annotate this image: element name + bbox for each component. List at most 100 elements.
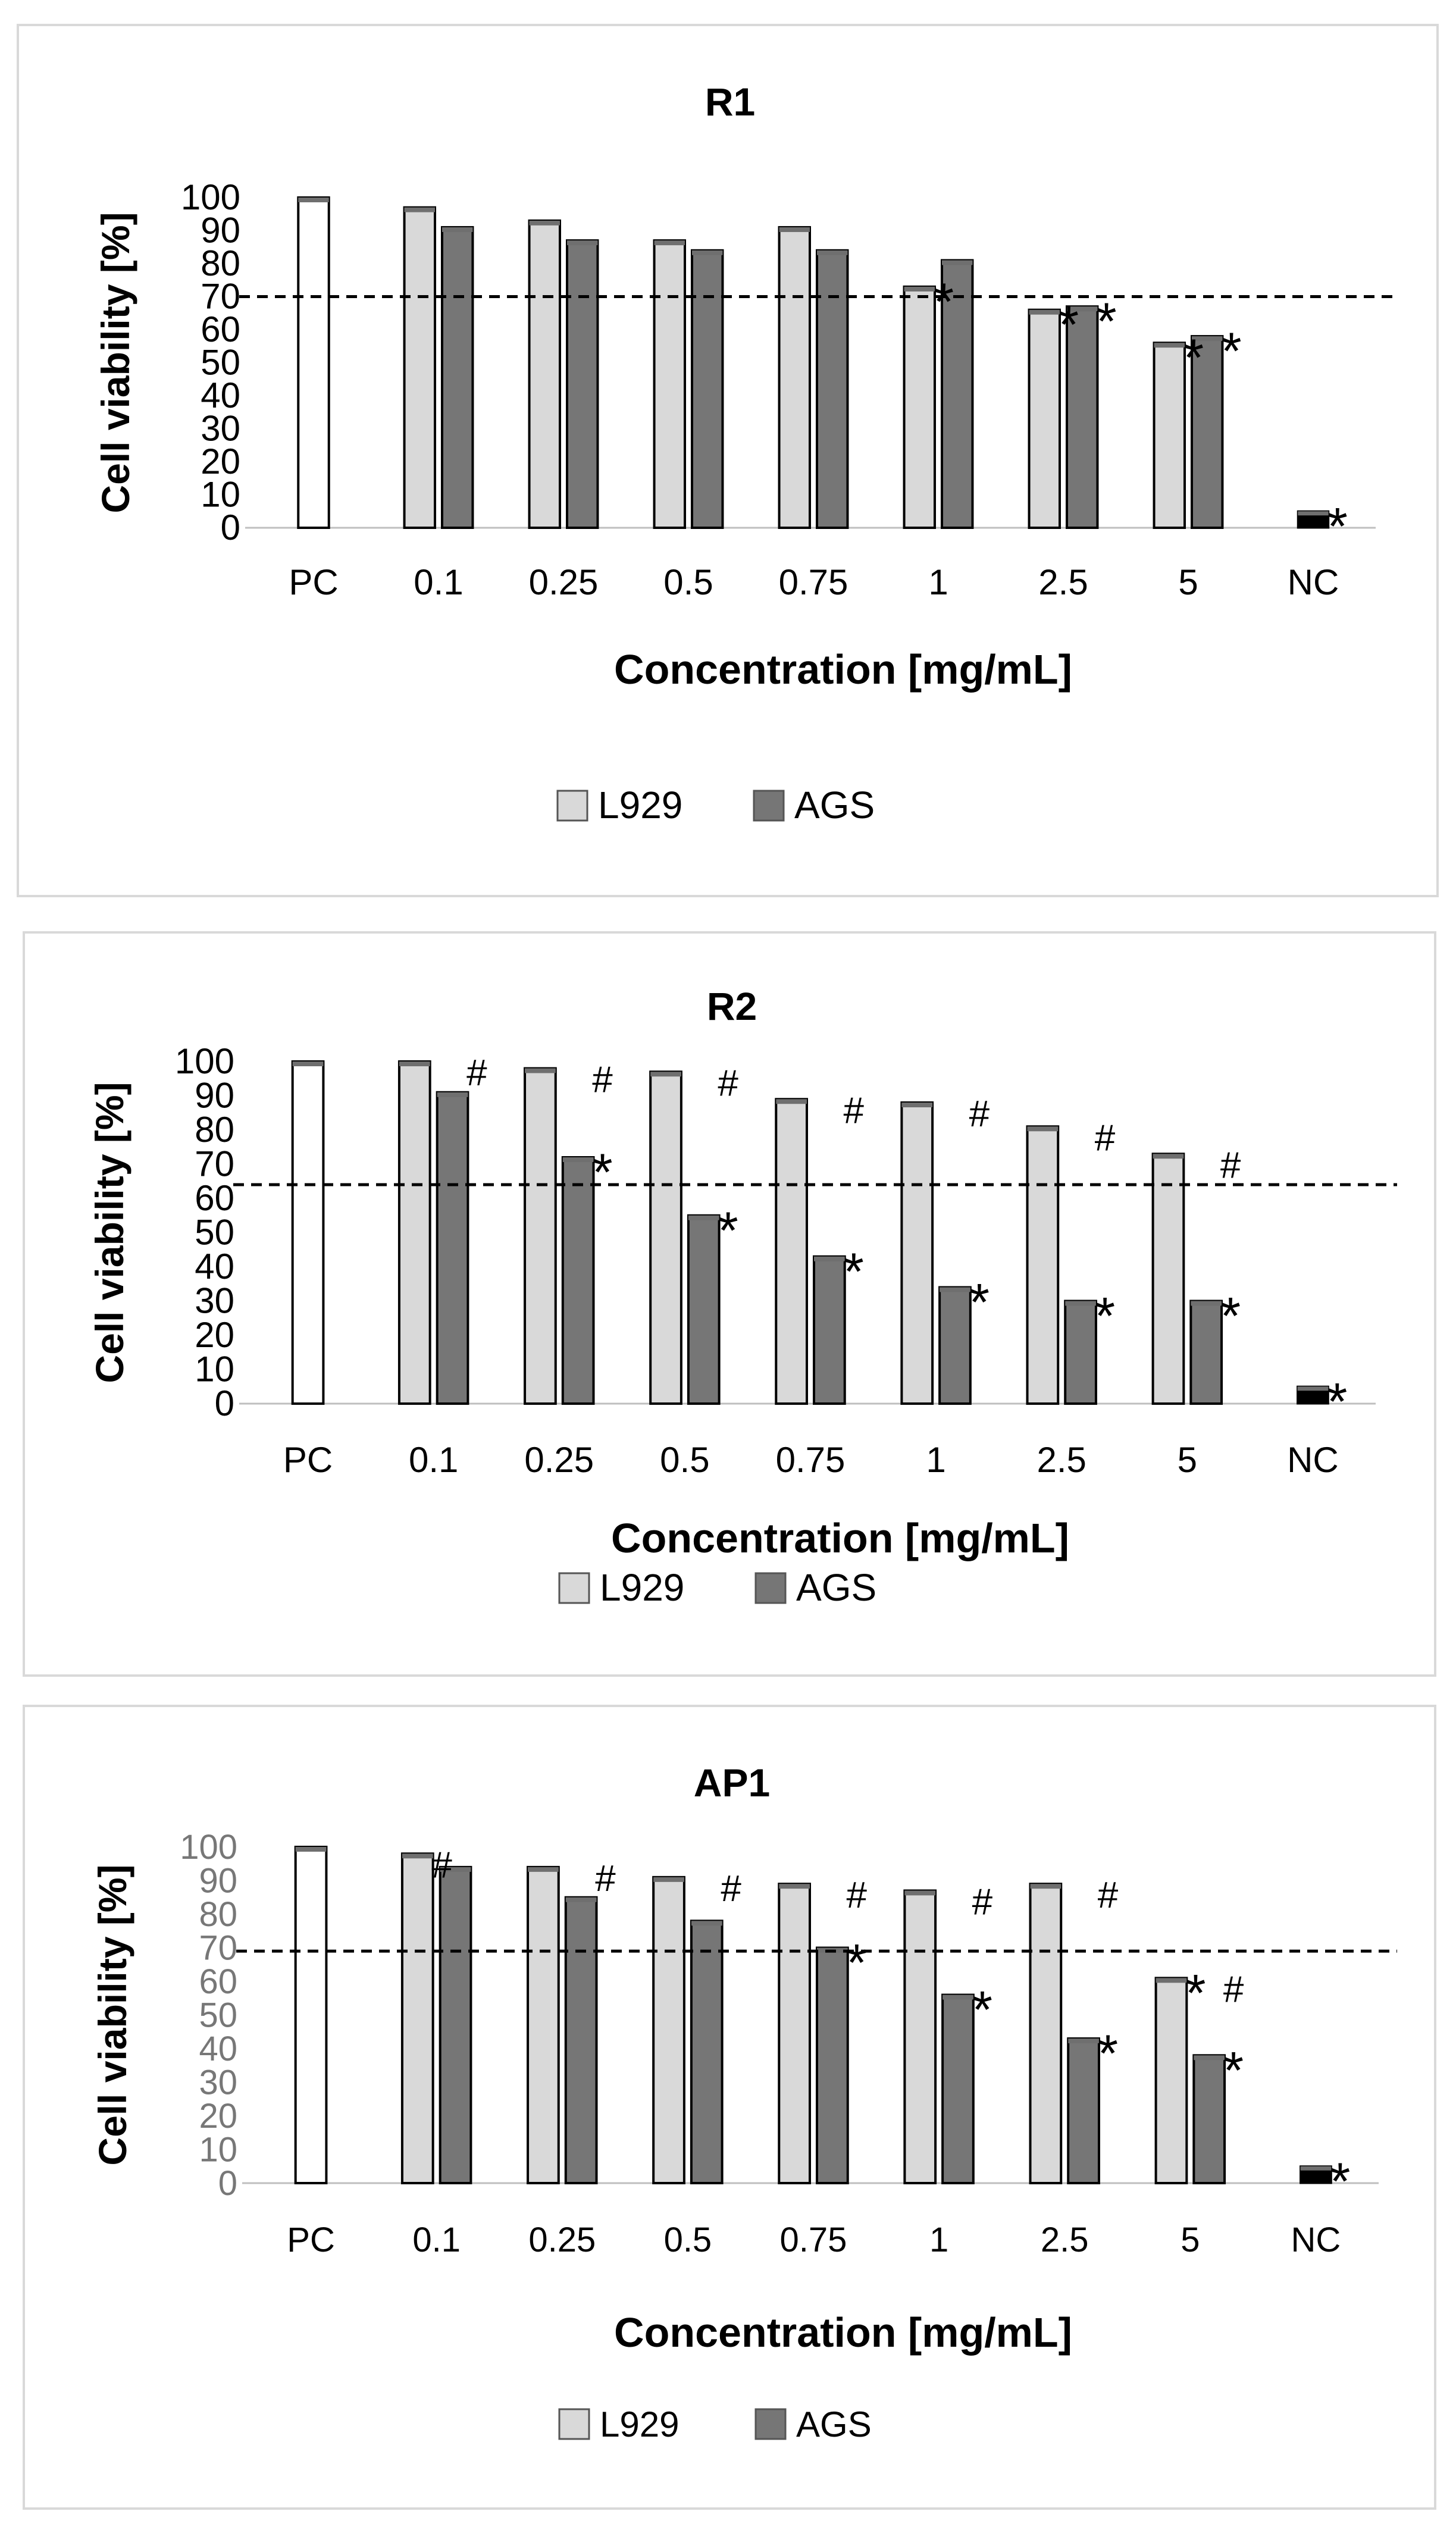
x-tick-label: NC <box>1287 1440 1339 1480</box>
bar-l929 <box>903 1889 937 2184</box>
x-tick-label: 0.25 <box>528 2221 596 2259</box>
bar-pc <box>291 1060 325 1405</box>
significance-hash: # <box>466 1053 487 1094</box>
legend-label-ags: AGS <box>796 2404 872 2444</box>
significance-hash: # <box>1220 1145 1241 1186</box>
x-tick-label: 0.25 <box>529 562 599 602</box>
x-tick-label: 0.5 <box>664 2221 712 2259</box>
bar-pc-cap <box>292 1062 324 1066</box>
bar-ags <box>566 239 599 529</box>
y-tick-label: 90 <box>201 211 240 251</box>
y-tick-label: 50 <box>195 1213 234 1253</box>
bar-ags <box>938 1286 972 1405</box>
bar-ags-cap <box>817 250 848 255</box>
x-tick-label: 2.5 <box>1037 1440 1086 1480</box>
bar-l929-cap <box>904 286 935 292</box>
x-tick-label: NC <box>1291 2221 1341 2259</box>
bar-nc-cap <box>1297 1386 1329 1391</box>
y-tick-label: 80 <box>201 243 240 283</box>
chart-panel-r1: R1 Cell viability [%] 0 10 20 30 40 50 60 70 80 90 1… <box>17 24 1439 897</box>
bar-ags-cap <box>565 1897 597 1902</box>
significance-hash: # <box>1095 1117 1116 1158</box>
x-tick-label: 0.1 <box>409 1440 458 1480</box>
bar-ags <box>1064 1300 1097 1405</box>
significance-star: * <box>1095 1286 1115 1345</box>
y-tick-label: 40 <box>201 375 240 415</box>
y-axis-title: Cell viability [%] <box>87 1082 131 1383</box>
x-axis-title: Concentration [mg/mL] <box>611 1515 1069 1561</box>
bar-ags-cap <box>688 1215 719 1220</box>
bar-ags-cap <box>1192 336 1223 342</box>
chart-title: AP1 <box>694 1761 770 1805</box>
legend-swatch-l929 <box>558 1572 590 1604</box>
significance-star: * <box>592 1142 612 1201</box>
bar-ags <box>941 1993 975 2184</box>
y-tick-label: 0 <box>221 508 240 547</box>
bar-l929-cap <box>650 1072 681 1077</box>
x-tick-label: 0.1 <box>414 562 463 602</box>
bar-l929 <box>778 226 812 529</box>
significance-star: * <box>972 1980 992 2039</box>
y-tick-label: 80 <box>195 1110 234 1150</box>
x-axis-title: Concentration [mg/mL] <box>614 646 1072 693</box>
x-tick-label: NC <box>1288 562 1339 602</box>
bar-ags-cap <box>940 1287 970 1292</box>
significance-hash: # <box>969 1094 990 1135</box>
bar-l929 <box>528 219 561 530</box>
legend-swatch-l929 <box>556 790 588 822</box>
significance-hash: # <box>721 1868 741 1909</box>
bar-l929 <box>775 1098 809 1405</box>
chart-title: R2 <box>707 984 757 1028</box>
y-tick-label: 40 <box>195 1247 234 1286</box>
x-tick-label: 1 <box>926 1440 945 1480</box>
bar-ags-cap <box>1194 2055 1225 2061</box>
significance-star: * <box>1183 328 1204 387</box>
bar-l929 <box>527 1865 560 2184</box>
chart-panel-ap1: AP1 Cell viability [%] 0 10 20 30 40 50 60 70 80 90… <box>23 1705 1436 2510</box>
bar-l929 <box>1153 342 1186 529</box>
bar-l929-cap <box>404 207 435 212</box>
bar-l929-cap <box>779 1884 810 1889</box>
bar-ags-cap <box>692 250 723 255</box>
significance-star: * <box>1327 496 1348 555</box>
significance-star: * <box>1059 295 1079 354</box>
bar-ags <box>564 1896 598 2184</box>
bar-l929 <box>653 239 687 529</box>
bar-l929 <box>400 1852 434 2185</box>
y-tick-label: 10 <box>195 1349 234 1389</box>
y-tick-label: 0 <box>218 2164 237 2203</box>
x-tick-label: 0.75 <box>780 2221 847 2259</box>
x-tick-label: 0.75 <box>776 1440 846 1480</box>
bar-l929 <box>649 1070 682 1405</box>
chart-svg-ap1: AP1 Cell viability [%] 0102030405060708090… <box>90 1761 1397 2444</box>
bar-l929 <box>397 1060 431 1405</box>
legend-label-l929: L929 <box>600 1566 684 1609</box>
y-tick-label: 60 <box>201 309 240 349</box>
significance-star: * <box>1223 2040 1244 2099</box>
bar-ags-cap <box>943 1994 973 2000</box>
significance-star: * <box>969 1273 990 1332</box>
bar-nc-cap <box>1300 2166 1332 2171</box>
bar-l929 <box>903 285 937 529</box>
legend-swatch-ags <box>754 2408 787 2440</box>
bar-ags-cap <box>942 260 973 265</box>
y-tick-label: 30 <box>199 2064 237 2102</box>
significance-hash: # <box>718 1063 738 1104</box>
bar-pc-cap <box>298 198 329 202</box>
significance-star: * <box>847 1933 867 1992</box>
bar-l929-cap <box>1027 1126 1059 1132</box>
y-tick-label: 40 <box>199 2030 237 2068</box>
significance-hash: # <box>846 1875 867 1916</box>
x-tick-label: 1 <box>929 2221 948 2259</box>
bar-ags <box>816 249 849 529</box>
bar-ags <box>561 1156 595 1405</box>
bar-ags-cap <box>691 1921 722 1926</box>
bar-ags <box>813 1255 846 1405</box>
y-tick-label: 70 <box>201 277 240 317</box>
bar-l929 <box>652 1875 685 2185</box>
bar-ags-cap <box>1068 2039 1099 2044</box>
y-tick-label: 10 <box>199 2131 237 2169</box>
y-tick-label: 50 <box>199 1996 237 2035</box>
bar-ags <box>1066 305 1099 529</box>
y-tick-label: 0 <box>215 1383 234 1423</box>
